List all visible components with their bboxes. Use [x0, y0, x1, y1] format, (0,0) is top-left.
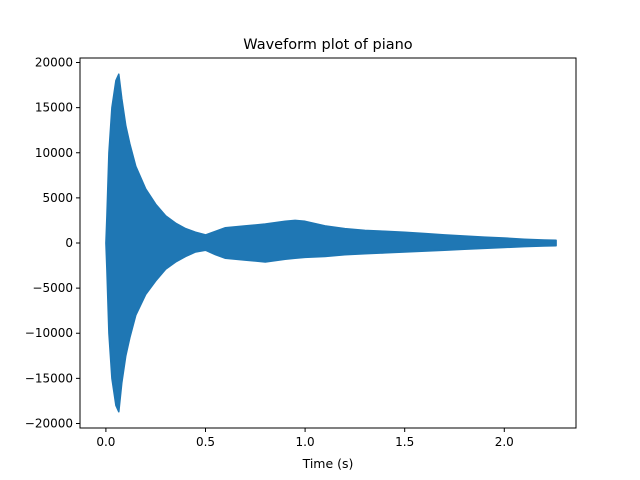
- y-tick-label: 5000: [42, 191, 73, 205]
- y-tick-label: 15000: [35, 101, 73, 115]
- x-tick-label: 0.5: [196, 435, 215, 449]
- y-tick-label: −5000: [32, 281, 73, 295]
- x-axis: 0.0 0.5 1.0 1.5 2.0: [96, 428, 514, 449]
- y-tick-label: 10000: [35, 146, 73, 160]
- plot-area: [105, 73, 557, 413]
- y-tick-label: 20000: [35, 56, 73, 70]
- x-axis-label: Time (s): [302, 456, 354, 471]
- x-tick-label: 1.0: [296, 435, 315, 449]
- y-tick-label: 0: [65, 236, 73, 250]
- chart-title: Waveform plot of piano: [243, 37, 413, 53]
- x-tick-label: 2.0: [495, 435, 514, 449]
- x-tick-label: 1.5: [395, 435, 414, 449]
- y-axis: 20000 15000 10000 5000 0 −5000 −10000 −15000 −20…: [25, 56, 80, 430]
- y-tick-label: −10000: [25, 326, 73, 340]
- y-tick-label: −15000: [25, 371, 73, 385]
- x-tick-label: 0.0: [96, 435, 115, 449]
- waveform-envelope-0: [105, 73, 557, 413]
- y-tick-label: −20000: [25, 416, 73, 430]
